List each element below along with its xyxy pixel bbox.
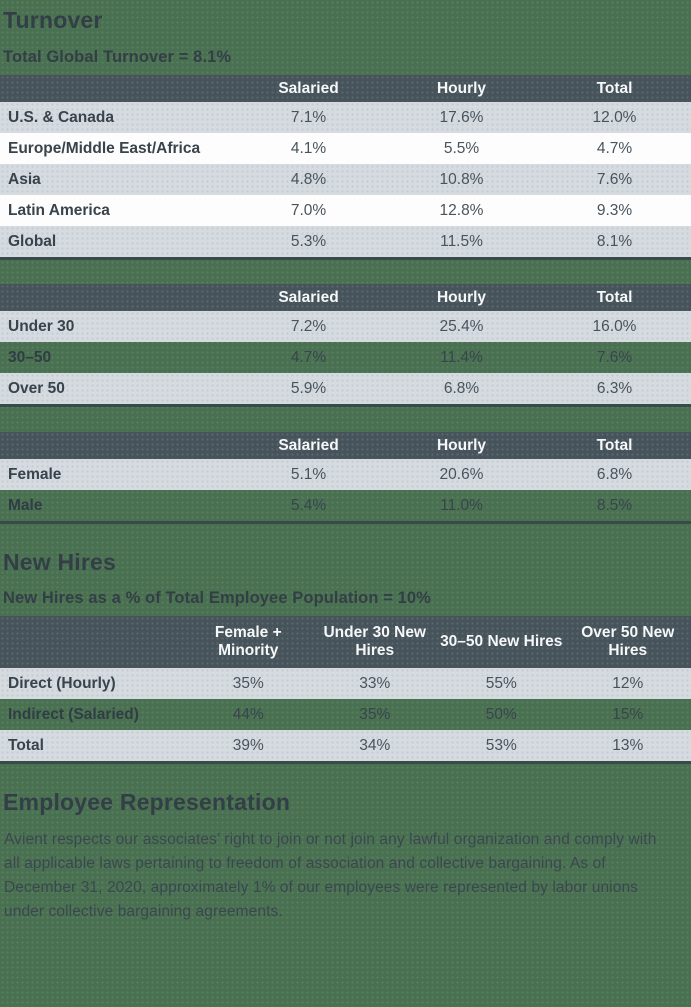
row-label: Total xyxy=(8,736,44,754)
cell-value: 55% xyxy=(485,674,517,692)
cell-value: 5.5% xyxy=(443,139,480,157)
cell-value: 10.8% xyxy=(439,170,484,188)
cell-value: 5.4% xyxy=(290,496,327,514)
column-header-salaried: Salaried xyxy=(278,436,339,454)
row-label: Global xyxy=(8,232,57,250)
cell-value: 4.1% xyxy=(290,139,327,157)
cell-value: 6.8% xyxy=(596,465,633,483)
cell-value: 8.5% xyxy=(596,496,633,514)
cell-value: 39% xyxy=(232,736,264,754)
cell-value: 5.9% xyxy=(290,379,327,397)
cell-value: 7.6% xyxy=(596,170,633,188)
cell-value: 20.6% xyxy=(439,465,484,483)
cell-value: 7.2% xyxy=(290,317,327,335)
table-row-us-canada: U.S. & Canada 7.1% 17.6% 12.0% xyxy=(0,102,691,133)
cell-value: 11.4% xyxy=(440,348,483,366)
column-header-hourly: Hourly xyxy=(436,436,487,454)
turnover-region-table: Salaried Hourly Total U.S. & Canada 7.1%… xyxy=(0,75,691,260)
row-label: 30–50 xyxy=(8,348,52,366)
row-label: Over 50 xyxy=(8,379,65,397)
column-header-under-30-new-hires: Under 30 New Hires xyxy=(323,624,426,659)
row-label: Latin America xyxy=(8,201,110,219)
turnover-section-heading: Turnover xyxy=(3,7,103,33)
cell-value: 25.4% xyxy=(439,317,484,335)
cell-value: 33% xyxy=(359,674,391,692)
column-header-30-50-new-hires: 30–50 New Hires xyxy=(440,633,563,651)
column-header-over-50-new-hires: Over 50 New Hires xyxy=(581,624,675,659)
cell-value: 12.0% xyxy=(592,108,637,126)
table-row-global: Global 5.3% 11.5% 8.1% xyxy=(0,226,691,257)
new-hires-section-heading: New Hires xyxy=(3,549,117,575)
cell-value: 12.8% xyxy=(439,201,484,219)
cell-value: 15% xyxy=(612,705,644,723)
row-label: Europe/Middle East/Africa xyxy=(8,139,201,157)
column-header-salaried: Salaried xyxy=(278,79,339,97)
column-header-female-minority: Female + Minority xyxy=(214,624,282,659)
new-hires-table: Female + Minority Under 30 New Hires 30–… xyxy=(0,616,691,764)
cell-value: 7.1% xyxy=(290,108,327,126)
cell-value: 34% xyxy=(359,736,391,754)
table-header-row: Salaried Hourly Total xyxy=(0,75,691,102)
cell-value: 11.5% xyxy=(440,232,483,250)
table-row-direct-hourly: Direct (Hourly) 35% 33% 55% 12% xyxy=(0,668,691,699)
cell-value: 6.3% xyxy=(596,379,633,397)
row-label: Asia xyxy=(8,170,41,188)
cell-value: 53% xyxy=(485,736,517,754)
cell-value: 4.8% xyxy=(290,170,327,188)
row-label: Under 30 xyxy=(8,317,75,335)
table-row-30-50: 30–50 4.7% 11.4% 7.6% xyxy=(0,342,691,373)
table-header-row: Salaried Hourly Total xyxy=(0,284,691,311)
new-hires-section-subheading: New Hires as a % of Total Employee Popul… xyxy=(3,589,431,607)
cell-value: 4.7% xyxy=(290,348,327,366)
table-row-over-50: Over 50 5.9% 6.8% 6.3% xyxy=(0,373,691,404)
cell-value: 6.8% xyxy=(443,379,480,397)
turnover-section-subheading: Total Global Turnover = 8.1% xyxy=(3,48,232,66)
column-header-salaried: Salaried xyxy=(278,288,339,306)
column-header-hourly: Hourly xyxy=(436,79,487,97)
table-row-latin-america: Latin America 7.0% 12.8% 9.3% xyxy=(0,195,691,226)
table-header-row: Salaried Hourly Total xyxy=(0,432,691,459)
cell-value: 12% xyxy=(612,674,644,692)
row-label: Male xyxy=(8,496,43,514)
cell-value: 5.1% xyxy=(290,465,327,483)
row-label: U.S. & Canada xyxy=(8,108,114,126)
cell-value: 50% xyxy=(485,705,517,723)
cell-value: 16.0% xyxy=(592,317,637,335)
table-row-under-30: Under 30 7.2% 25.4% 16.0% xyxy=(0,311,691,342)
cell-value: 8.1% xyxy=(596,232,633,250)
table-header-row: Female + Minority Under 30 New Hires 30–… xyxy=(0,616,691,668)
cell-value: 9.3% xyxy=(596,201,633,219)
cell-value: 44% xyxy=(232,705,264,723)
employee-representation-body-text: Avient respects our associates’ right to… xyxy=(4,831,657,920)
turnover-age-table: Salaried Hourly Total Under 30 7.2% 25.4… xyxy=(0,284,691,407)
column-header-total: Total xyxy=(596,436,633,454)
cell-value: 5.3% xyxy=(290,232,327,250)
column-header-total: Total xyxy=(596,79,633,97)
table-row-europe-mea: Europe/Middle East/Africa 4.1% 5.5% 4.7% xyxy=(0,133,691,164)
column-header-total: Total xyxy=(596,288,633,306)
turnover-gender-table: Salaried Hourly Total Female 5.1% 20.6% … xyxy=(0,432,691,524)
row-label: Direct (Hourly) xyxy=(8,674,116,692)
cell-value: 11.0% xyxy=(440,496,483,514)
table-row-indirect-salaried: Indirect (Salaried) 44% 35% 50% 15% xyxy=(0,699,691,730)
cell-value: 13% xyxy=(612,736,644,754)
cell-value: 4.7% xyxy=(596,139,633,157)
column-header-hourly: Hourly xyxy=(436,288,487,306)
cell-value: 35% xyxy=(359,705,391,723)
row-label: Indirect (Salaried) xyxy=(8,705,139,723)
table-row-female: Female 5.1% 20.6% 6.8% xyxy=(0,459,691,490)
cell-value: 7.6% xyxy=(596,348,633,366)
cell-value: 7.0% xyxy=(290,201,327,219)
table-row-asia: Asia 4.8% 10.8% 7.6% xyxy=(0,164,691,195)
cell-value: 17.6% xyxy=(439,108,484,126)
cell-value: 35% xyxy=(232,674,264,692)
employee-representation-section-heading: Employee Representation xyxy=(3,789,291,815)
table-row-male: Male 5.4% 11.0% 8.5% xyxy=(0,490,691,521)
table-row-total: Total 39% 34% 53% 13% xyxy=(0,730,691,761)
row-label: Female xyxy=(8,465,62,483)
